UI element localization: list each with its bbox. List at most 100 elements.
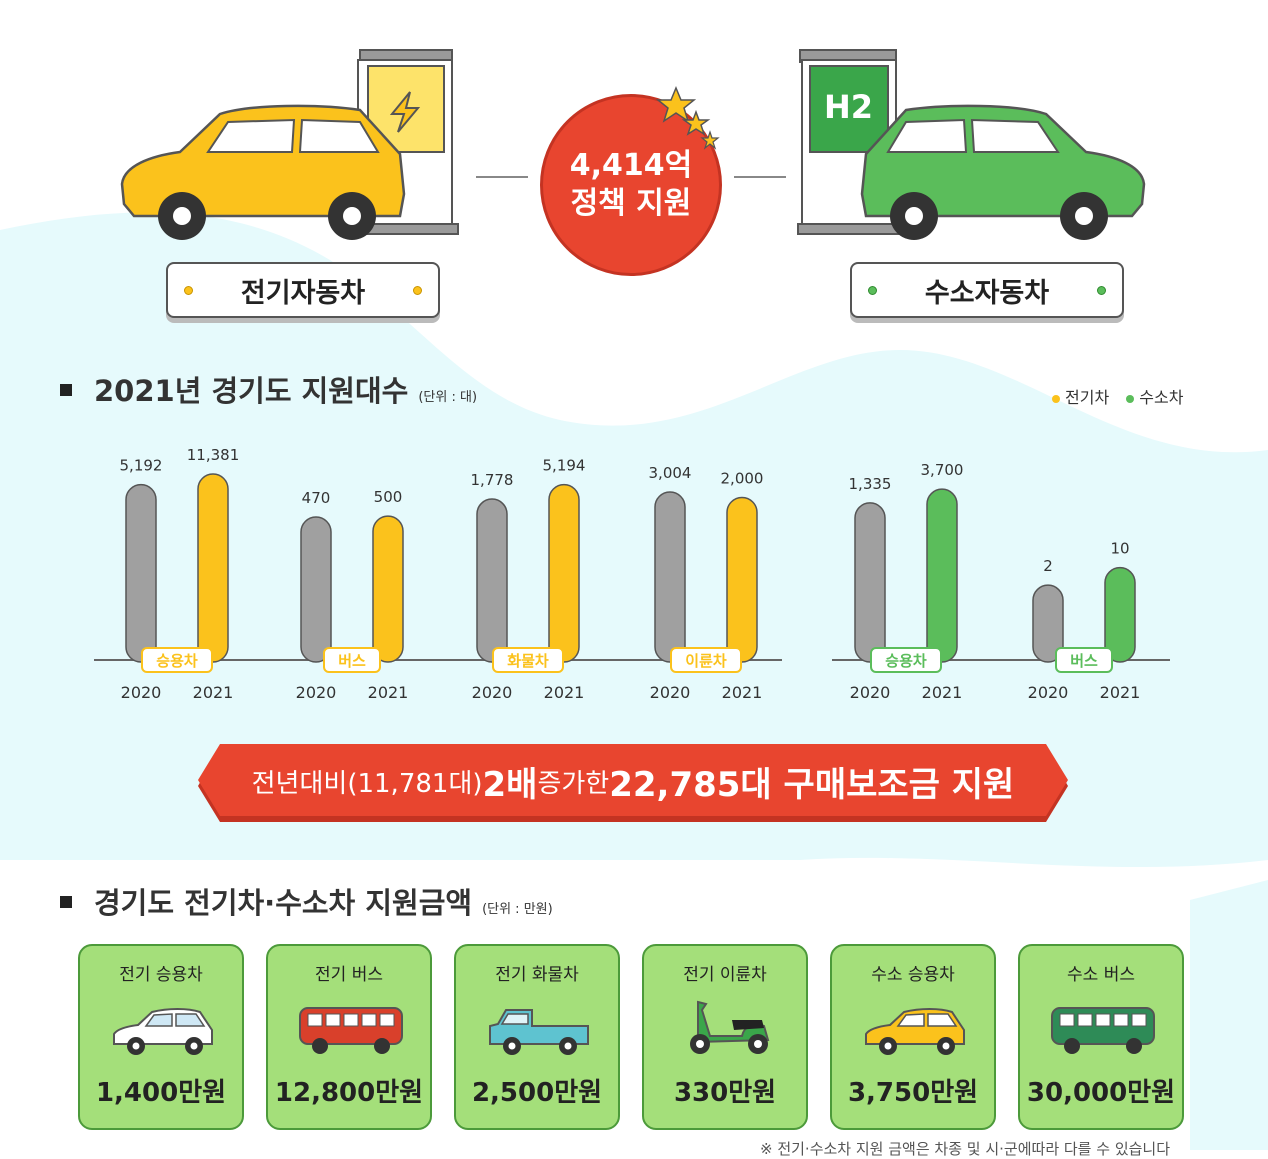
bar-수소차-승용차-2020 — [854, 502, 886, 663]
x-tick-label: 2020 — [1028, 683, 1069, 702]
banner-total: 22,785대 구매보조금 지원 — [609, 764, 1015, 805]
bar-전기차-버스-2021 — [372, 515, 404, 663]
card-title: 전기 승용차 — [119, 965, 203, 985]
category-label: 버스 — [1070, 652, 1098, 670]
subsidy-card-ev-bus: 전기 버스 12,800만원 — [266, 944, 432, 1130]
dot-icon — [413, 286, 422, 295]
bar-value-label: 500 — [374, 488, 403, 506]
bullet-square-icon — [60, 896, 72, 908]
dot-icon — [184, 286, 193, 295]
bar-value-label: 5,192 — [120, 457, 163, 475]
category-label: 화물차 — [507, 652, 549, 670]
badge-amount: 4,414억 — [569, 148, 693, 183]
white-car-icon — [113, 1008, 213, 1055]
section-title-support-amount: 경기도 전기차·수소차 지원금액 (단위 : 만원) — [60, 880, 553, 922]
section-title-text: 2021년 경기도 지원대수 — [94, 374, 409, 408]
lightning-icon — [389, 91, 421, 133]
h2-label-pill: 수소자동차 — [850, 262, 1124, 318]
x-tick-label: 2021 — [722, 683, 763, 702]
x-tick-label: 2021 — [544, 683, 585, 702]
bar-value-label: 3,700 — [921, 461, 964, 479]
legend-ev-label: 전기차 — [1065, 388, 1110, 407]
legend-ev-dot — [1052, 394, 1060, 403]
support-count-bar-chart: 5,192202011,3812021승용차47020205002021버스1,… — [94, 446, 1170, 702]
bar-value-label: 1,778 — [471, 471, 514, 489]
unit-label: (단위 : 만원) — [482, 902, 553, 917]
hydrogen-label: 수소자동차 — [924, 277, 1050, 309]
subsidy-card-ev-passenger: 전기 승용차 1,400만원 — [78, 944, 244, 1130]
bar-전기차-화물차-2021 — [548, 483, 580, 663]
bar-value-label: 2 — [1043, 557, 1053, 575]
banner-text: 전년대비(11,781대) 2배 증가한 22,785대 구매보조금 지원 — [198, 744, 1068, 818]
footnote: ※ 전기·수소차 지원 금액은 차종 및 시·군에따라 다를 수 있습니다 — [760, 1140, 1171, 1158]
x-tick-label: 2021 — [368, 683, 409, 702]
bar-수소차-버스-2020 — [1032, 584, 1064, 663]
h2-label: H2 — [824, 88, 873, 126]
category-label: 승용차 — [156, 652, 198, 670]
subsidy-card-ev-truck: 전기 화물차 2,500만원 — [454, 944, 620, 1130]
green-bus-icon — [1051, 1007, 1155, 1054]
bar-value-label: 5,194 — [543, 457, 586, 475]
category-label: 이륜차 — [685, 652, 727, 670]
bar-value-label: 2,000 — [721, 469, 764, 487]
h2-station-illustration: H2 — [797, 49, 1146, 240]
x-tick-label: 2020 — [650, 683, 691, 702]
card-amount: 30,000만원 — [1026, 1078, 1176, 1108]
card-amount: 2,500만원 — [471, 1078, 603, 1108]
x-tick-label: 2021 — [193, 683, 234, 702]
category-tag — [141, 647, 213, 673]
x-tick-label: 2020 — [472, 683, 513, 702]
bar-value-label: 470 — [302, 489, 331, 507]
card-amount: 12,800만원 — [274, 1078, 424, 1108]
category-tag — [1055, 647, 1113, 673]
category-tag — [870, 647, 942, 673]
bar-전기차-화물차-2020 — [476, 498, 508, 663]
legend-h2-label: 수소차 — [1139, 388, 1184, 407]
category-tag — [323, 647, 381, 673]
dot-icon — [868, 286, 877, 295]
bar-전기차-이륜차-2020 — [654, 491, 686, 663]
connector-line-left — [476, 176, 528, 178]
category-label: 버스 — [338, 652, 366, 670]
unit-label: (단위 : 대) — [418, 390, 478, 405]
subsidy-card-h2-bus: 수소 버스 30,000만원 — [1018, 944, 1184, 1130]
bar-전기차-승용차-2021 — [197, 473, 229, 663]
truck-icon — [489, 1009, 589, 1055]
banner-increase: 증가한 — [537, 768, 610, 799]
connector-line-right — [734, 176, 786, 178]
bar-value-label: 3,004 — [649, 464, 692, 482]
star-sparkle-icon — [656, 86, 720, 150]
bar-전기차-버스-2020 — [300, 516, 332, 663]
category-label: 승용차 — [885, 652, 927, 670]
card-amount: 330만원 — [673, 1078, 777, 1108]
banner-multiplier: 2배 — [482, 764, 538, 805]
bar-value-label: 10 — [1110, 540, 1129, 558]
x-tick-label: 2020 — [850, 683, 891, 702]
x-tick-label: 2021 — [1100, 683, 1141, 702]
scooter-icon — [690, 1000, 770, 1054]
card-amount: 3,750만원 — [847, 1078, 979, 1108]
card-title: 전기 버스 — [315, 965, 383, 985]
subsidy-card-h2-passenger: 수소 승용차 3,750만원 — [830, 944, 996, 1130]
chart-legend: 전기차 수소차 — [1052, 384, 1183, 408]
banner-prev-year: 전년대비(11,781대) — [251, 768, 483, 799]
bar-수소차-승용차-2021 — [926, 488, 958, 663]
bar-전기차-이륜차-2021 — [726, 496, 758, 663]
red-bus-icon — [299, 1007, 403, 1054]
bar-전기차-승용차-2020 — [125, 483, 157, 663]
card-title: 전기 이륜차 — [683, 965, 767, 985]
bar-value-label: 11,381 — [187, 446, 240, 464]
subsidy-card-ev-motorcycle: 전기 이륜차 330만원 — [642, 944, 808, 1130]
ev-label-pill: 전기자동차 — [166, 262, 440, 318]
badge-caption: 정책 지원 — [570, 186, 692, 221]
yellow-car-icon — [865, 1008, 965, 1055]
ev-label: 전기자동차 — [240, 277, 366, 309]
section-title-support-count: 2021년 경기도 지원대수 (단위 : 대) — [60, 368, 477, 410]
banner-ribbon — [198, 744, 1068, 822]
category-tag — [492, 647, 564, 673]
dot-icon — [1097, 286, 1106, 295]
ev-charging-station-illustration — [120, 49, 459, 240]
card-amount: 1,400만원 — [95, 1078, 227, 1108]
x-tick-label: 2020 — [121, 683, 162, 702]
